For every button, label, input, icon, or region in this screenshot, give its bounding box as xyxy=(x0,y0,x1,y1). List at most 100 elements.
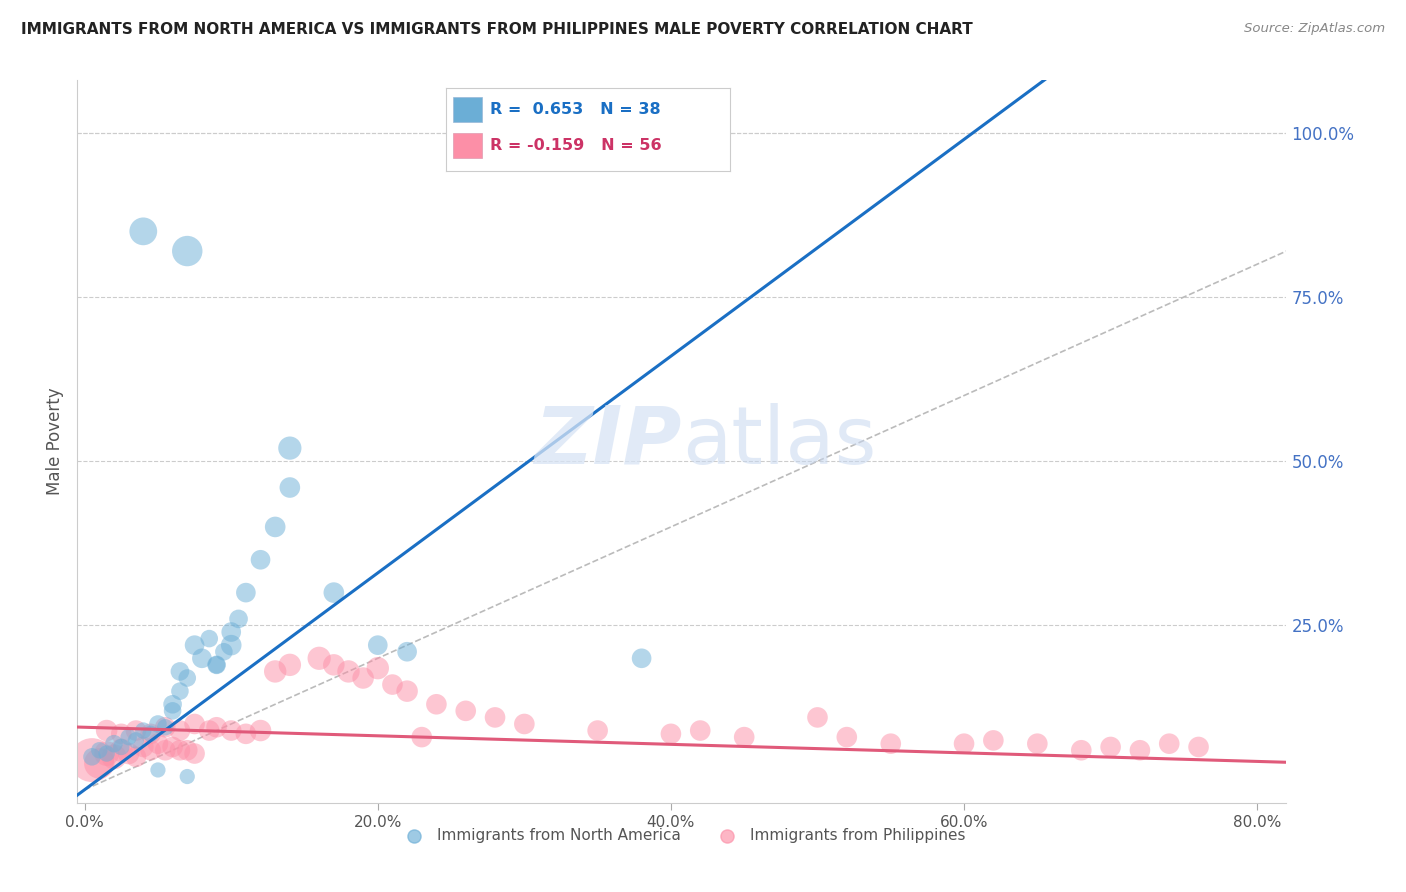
Point xyxy=(219,625,242,640)
Point xyxy=(89,743,111,757)
Point xyxy=(733,730,755,744)
Point xyxy=(205,720,228,734)
Point xyxy=(411,730,433,744)
Point xyxy=(278,657,301,672)
Point xyxy=(264,520,287,534)
Point xyxy=(162,704,184,718)
Text: ZIP: ZIP xyxy=(534,402,682,481)
Point xyxy=(146,737,169,751)
Point xyxy=(146,763,169,777)
Point xyxy=(322,657,344,672)
Point xyxy=(278,441,301,455)
Text: Source: ZipAtlas.com: Source: ZipAtlas.com xyxy=(1244,22,1385,36)
Legend: Immigrants from North America, Immigrants from Philippines: Immigrants from North America, Immigrant… xyxy=(392,822,972,849)
Point xyxy=(155,743,177,757)
Point xyxy=(117,747,139,761)
Text: atlas: atlas xyxy=(682,402,876,481)
Point xyxy=(880,737,903,751)
Point xyxy=(322,585,344,599)
Point xyxy=(198,632,221,646)
Point xyxy=(176,770,198,784)
Point xyxy=(235,585,257,599)
Point xyxy=(110,727,132,741)
Point xyxy=(264,665,287,679)
Point xyxy=(96,723,118,738)
Point xyxy=(169,743,191,757)
Point xyxy=(659,727,682,741)
Point xyxy=(183,747,205,761)
Point xyxy=(1129,743,1152,757)
Point xyxy=(806,710,828,724)
Point xyxy=(249,553,271,567)
Point xyxy=(219,638,242,652)
Point xyxy=(155,720,177,734)
Point xyxy=(89,756,111,771)
Point xyxy=(132,224,155,238)
Point xyxy=(228,612,250,626)
Point xyxy=(191,651,214,665)
Text: IMMIGRANTS FROM NORTH AMERICA VS IMMIGRANTS FROM PHILIPPINES MALE POVERTY CORREL: IMMIGRANTS FROM NORTH AMERICA VS IMMIGRA… xyxy=(21,22,973,37)
Point xyxy=(169,665,191,679)
Point xyxy=(169,684,191,698)
Point xyxy=(103,749,125,764)
Point xyxy=(176,743,198,757)
Point xyxy=(125,723,148,738)
Point xyxy=(689,723,711,738)
Point xyxy=(155,720,177,734)
Point xyxy=(139,743,162,757)
Point xyxy=(337,665,360,679)
Point xyxy=(169,723,191,738)
Point xyxy=(835,730,858,744)
Point xyxy=(219,723,242,738)
Point xyxy=(1187,739,1209,754)
Point xyxy=(396,684,419,698)
Point xyxy=(183,638,205,652)
Point xyxy=(125,749,148,764)
Point xyxy=(352,671,374,685)
Point xyxy=(110,743,132,757)
Point xyxy=(367,638,389,652)
Point xyxy=(205,657,228,672)
Point xyxy=(983,733,1005,747)
Point xyxy=(249,723,271,738)
Point xyxy=(183,717,205,731)
Point xyxy=(1099,739,1122,754)
Point xyxy=(484,710,506,724)
Point xyxy=(586,723,609,738)
Point xyxy=(125,733,148,747)
Y-axis label: Male Poverty: Male Poverty xyxy=(46,388,65,495)
Point xyxy=(425,698,447,712)
Point xyxy=(454,704,477,718)
Point xyxy=(117,730,139,744)
Point xyxy=(630,651,652,665)
Point xyxy=(132,723,155,738)
Point xyxy=(162,739,184,754)
Point xyxy=(96,747,118,761)
Point xyxy=(80,753,103,767)
Point xyxy=(513,717,536,731)
Point xyxy=(308,651,330,665)
Point xyxy=(176,671,198,685)
Point xyxy=(110,739,132,754)
Point xyxy=(396,645,419,659)
Point xyxy=(953,737,976,751)
Point xyxy=(235,727,257,741)
Point xyxy=(1026,737,1049,751)
Point xyxy=(162,698,184,712)
Point xyxy=(96,747,118,761)
Point xyxy=(176,244,198,258)
Point xyxy=(1159,737,1181,751)
Point xyxy=(212,645,235,659)
Point xyxy=(80,749,103,764)
Point xyxy=(381,677,404,691)
Point xyxy=(103,737,125,751)
Point xyxy=(1070,743,1092,757)
Point xyxy=(139,727,162,741)
Point xyxy=(146,717,169,731)
Point xyxy=(278,481,301,495)
Point xyxy=(198,723,221,738)
Point xyxy=(205,657,228,672)
Point xyxy=(367,661,389,675)
Point xyxy=(139,727,162,741)
Point xyxy=(132,739,155,754)
